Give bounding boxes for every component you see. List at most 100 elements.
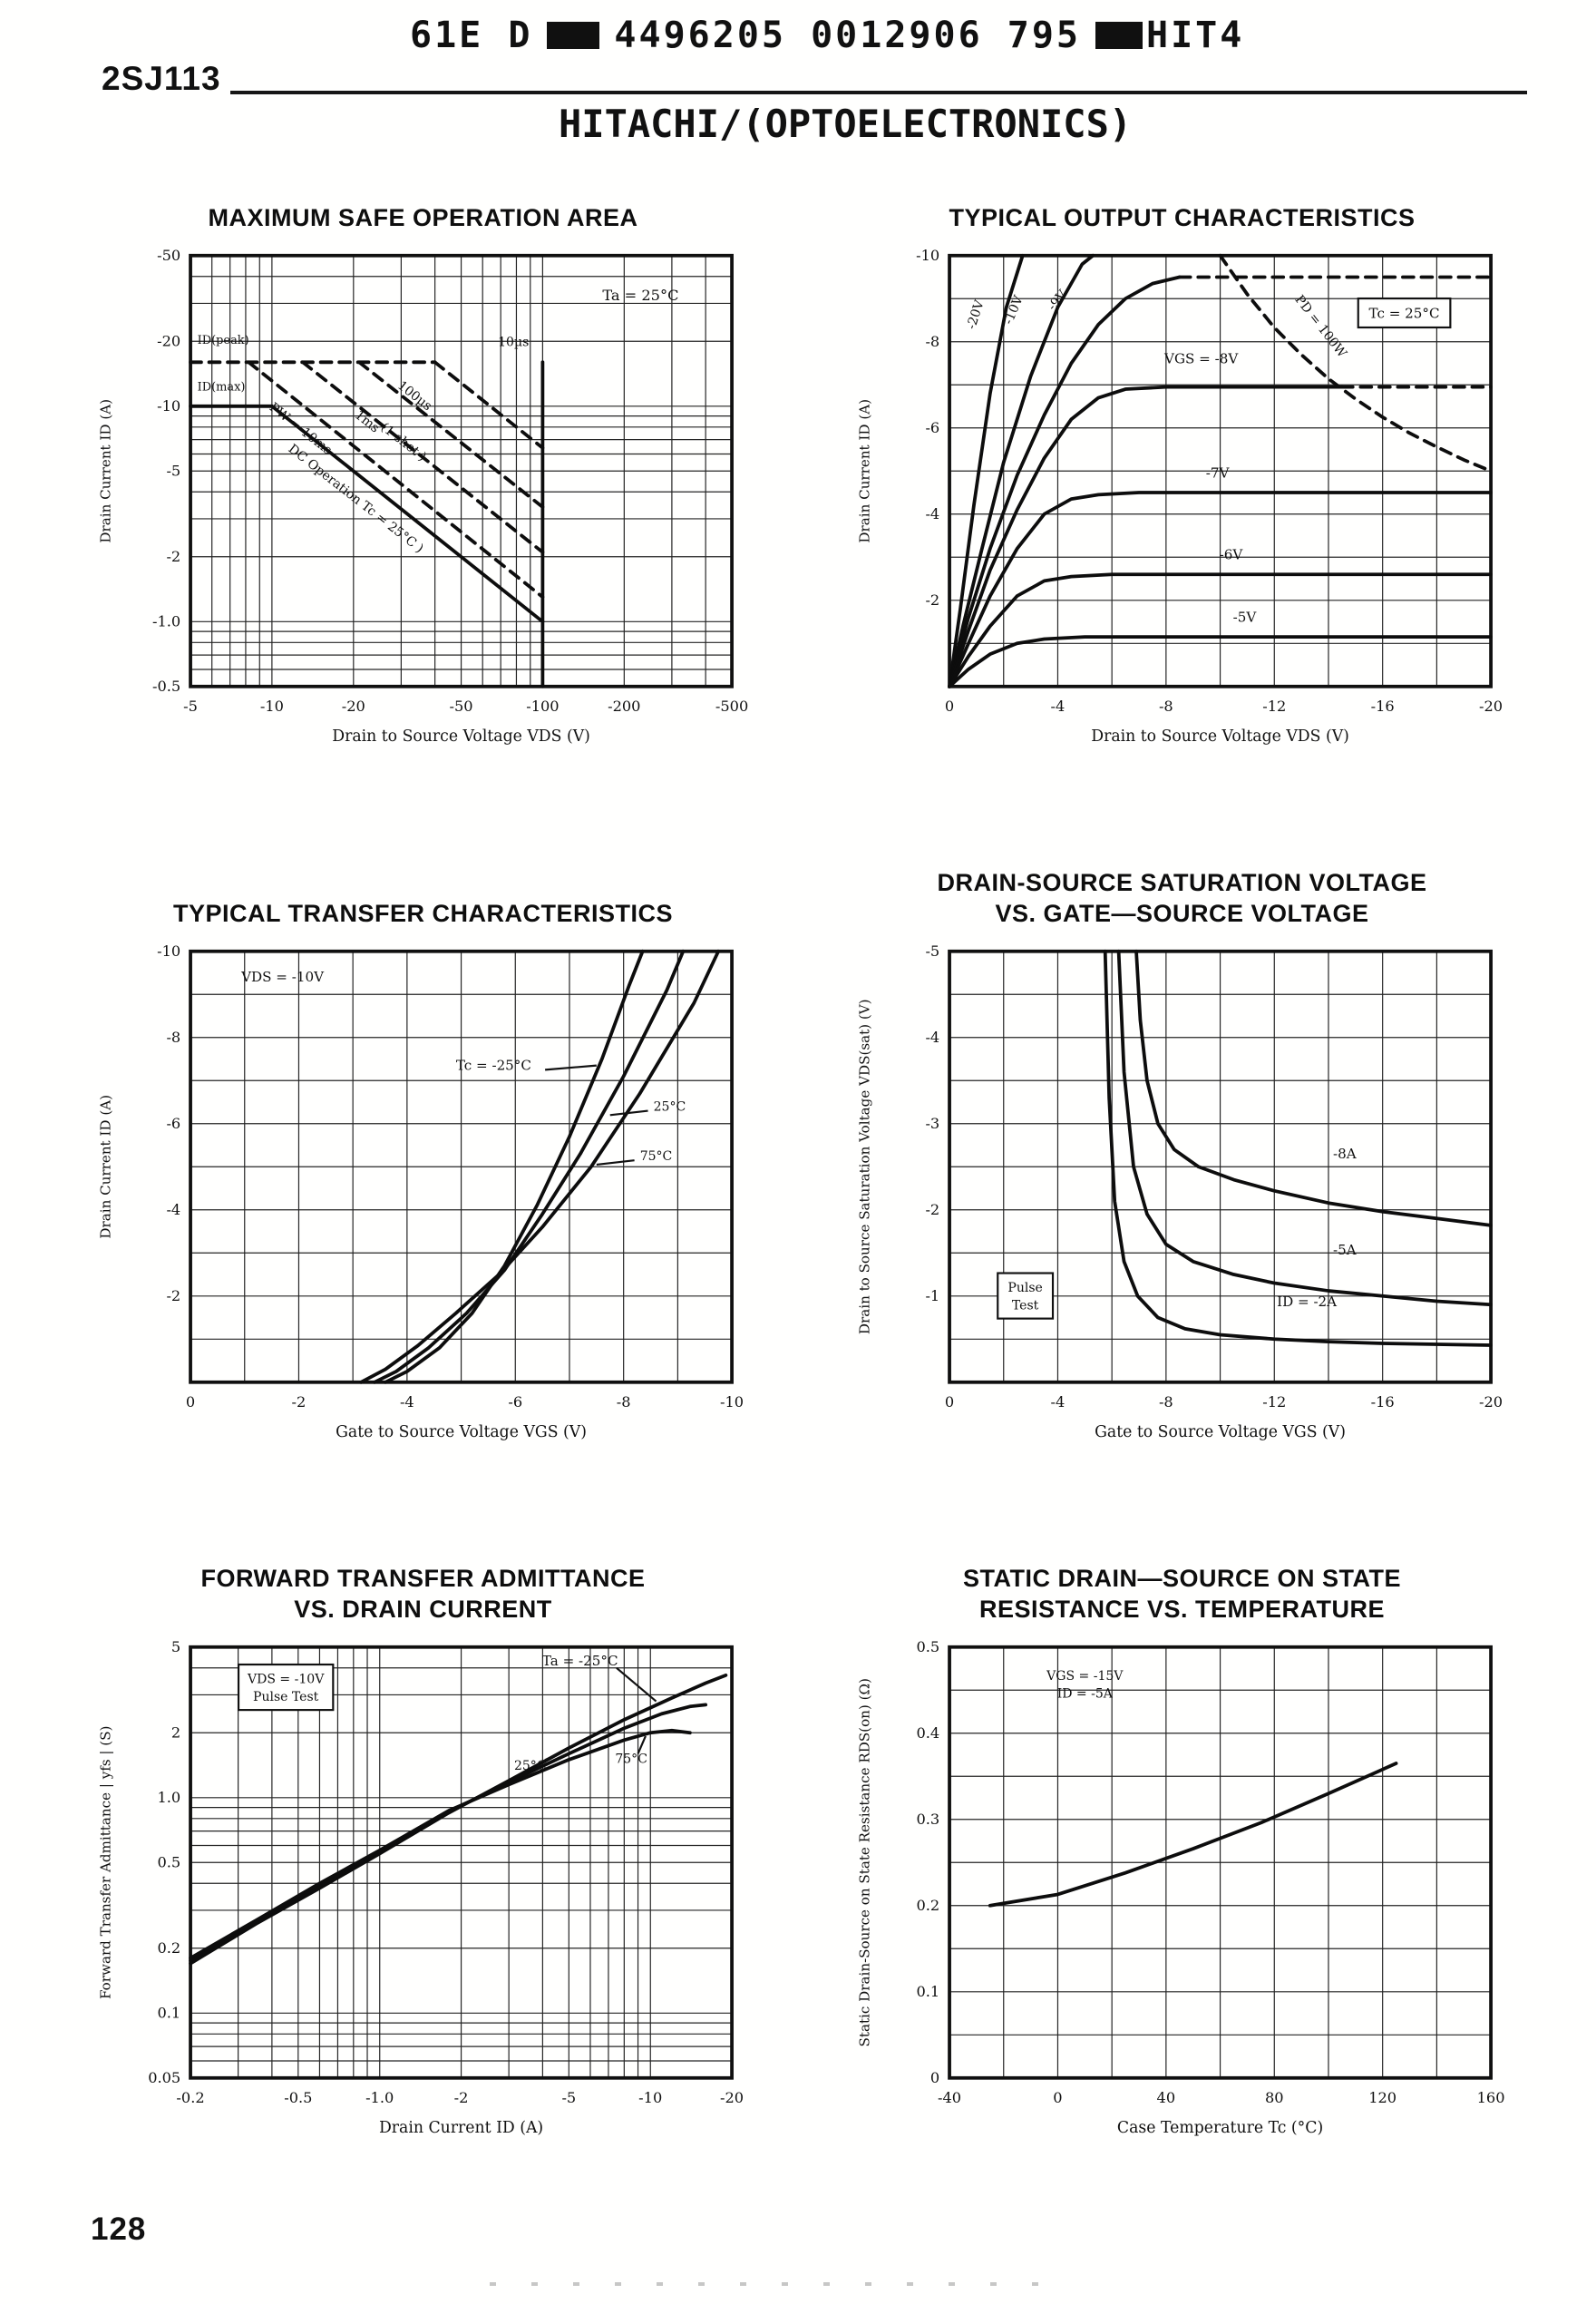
svg-text:-8: -8 (1158, 698, 1173, 715)
series-Tc=75C (358, 949, 720, 1384)
svg-text:-2: -2 (291, 1393, 306, 1411)
plot-frame (188, 253, 734, 688)
y-axis-label: Drain to Source Saturation Voltage VDS(s… (856, 999, 872, 1334)
annotation-leader (637, 1735, 647, 1754)
chart-plot-drain-source-saturation-voltage: 0 -4 -8 -12 -16 -20 -1 -2 -3 -4 -5 Gate to Source V… (856, 942, 1503, 1441)
svg-text:-5: -5 (166, 463, 180, 480)
annotation-text: ID(peak) (197, 334, 248, 347)
svg-text:1.0: 1.0 (157, 1789, 180, 1806)
chart-title: MAXIMUM SAFE OPERATION AREA (208, 161, 637, 232)
chart-title-line: STATIC DRAIN—SOURCE ON STATE (963, 1565, 1401, 1592)
brand-line: HITACHI/(OPTOELECTRONICS) (559, 102, 1133, 146)
svg-text:-12: -12 (1262, 1393, 1286, 1411)
annotation-text: 10µs (498, 336, 529, 350)
annotation-text: DC Operation Tc = 25°C ) (285, 442, 425, 556)
chart-drain-source-saturation-voltage: DRAIN-SOURCE SATURATION VOLTAGE VS. GATE—… (822, 857, 1542, 1459)
annotations: VGS = -15V ID = -5A (1046, 1669, 1124, 1702)
grid (189, 255, 733, 688)
svg-text:-6: -6 (925, 419, 939, 436)
y-tick-labels: 0.05 0.1 0.2 0.5 1.0 2 5 (148, 1638, 180, 2086)
grid (948, 1646, 1492, 2079)
chart-plot-maximum-safe-operation-area: -5 -10 -20 -50 -100 -200 -500 -0.5 -1.0 -2 -5 -10 -2… (97, 247, 748, 746)
part-number: 2SJ113 (102, 60, 221, 97)
annotation-text: 75°C (615, 1752, 647, 1766)
annotations: Pulse Test -8A -5A ID = -2A (996, 1146, 1358, 1320)
svg-text:-0.5: -0.5 (152, 678, 180, 695)
x-tick-labels: 0 -2 -4 -6 -8 -10 (185, 1393, 743, 1411)
page-number: 128 (91, 2211, 147, 2247)
annotation-text: -5V (1232, 610, 1257, 626)
series-VGS=-8V (947, 385, 1344, 688)
plot-frame (947, 1645, 1493, 2080)
svg-text:40: 40 (1156, 2089, 1175, 2106)
series-group (188, 360, 544, 688)
svg-text:-0.5: -0.5 (284, 2089, 312, 2106)
svg-text:-10: -10 (157, 397, 180, 415)
svg-text:-2: -2 (166, 1287, 180, 1304)
annotation-text: -7V (1205, 464, 1230, 481)
series-VGS=-10V (947, 253, 1095, 688)
chart-title-line: FORWARD TRANSFER ADMITTANCE (200, 1565, 646, 1592)
svg-text:160: 160 (1476, 2089, 1504, 2106)
svg-text:-16: -16 (1370, 1393, 1394, 1411)
svg-text:0.3: 0.3 (916, 1811, 939, 1828)
annotation-text: -8A (1333, 1146, 1358, 1162)
svg-text:0: 0 (929, 2069, 939, 2086)
series-Tc=25C (372, 949, 685, 1384)
chart-title: FORWARD TRANSFER ADMITTANCE VS. DRAIN CUR… (201, 1553, 646, 1624)
series-PW-100us (356, 360, 544, 509)
svg-text:-1.0: -1.0 (365, 2089, 394, 2106)
annotation-text: Pulse Test (253, 1690, 319, 1704)
annotations: VDS = -10V Pulse Test Ta = -25°C 25°C 75°C (237, 1653, 657, 1773)
plot-frame (947, 949, 1493, 1384)
annotation-text: -20V (964, 298, 988, 331)
annotation-text: -10V (1001, 293, 1027, 327)
annotation-leader (615, 1666, 657, 1703)
chart-title-line: TYPICAL TRANSFER CHARACTERISTICS (172, 900, 674, 927)
chart-title: TYPICAL OUTPUT CHARACTERISTICS (949, 161, 1415, 232)
annotation-text: 25°C (513, 1759, 546, 1773)
x-tick-labels: -0.2 -0.5 -1.0 -2 -5 -10 -20 (176, 2089, 744, 2106)
chart-title-line: VS. DRAIN CURRENT (294, 1596, 552, 1623)
svg-text:-8: -8 (925, 333, 939, 350)
annotation-leader (544, 1752, 562, 1761)
annotation-text: 1ms (352, 408, 382, 436)
x-tick-labels: 0 -4 -8 -12 -16 -20 (944, 1393, 1502, 1411)
series-VGS=-20V (947, 253, 1025, 688)
code-left: 61E D (410, 15, 533, 56)
series-Ta=75C (188, 1728, 692, 1960)
annotation-text: Ta = 25°C (602, 287, 678, 304)
scan-artifacts (490, 2282, 1070, 2286)
annotations: VDS = -10V Tc = -25°C 25°C 75°C (240, 969, 686, 1166)
svg-text:-8: -8 (166, 1029, 180, 1046)
chart-typical-output-characteristics: TYPICAL OUTPUT CHARACTERISTICS 0 -4 -8 -12 -1… (822, 161, 1542, 763)
y-axis-label: Forward Transfer Admittance | yfs | (S) (97, 1726, 113, 1999)
series-PW-10us (433, 360, 544, 450)
svg-text:-50: -50 (157, 247, 180, 264)
svg-text:-2: -2 (925, 1201, 939, 1218)
svg-text:-4: -4 (1050, 698, 1065, 715)
svg-text:0: 0 (185, 1393, 194, 1411)
svg-text:-3: -3 (925, 1115, 939, 1132)
annotation-text: 25°C (653, 1100, 686, 1115)
svg-text:0.05: 0.05 (148, 2069, 180, 2086)
svg-text:-1.0: -1.0 (152, 613, 180, 630)
svg-text:5: 5 (170, 1638, 180, 1655)
svg-text:0: 0 (944, 1393, 953, 1411)
svg-text:-4: -4 (399, 1393, 414, 1411)
annotation-text: Ta = -25°C (541, 1653, 618, 1669)
annotation-text: ID = -5A (1056, 1687, 1113, 1702)
chart-forward-transfer-admittance: FORWARD TRANSFER ADMITTANCE VS. DRAIN CUR… (63, 1553, 783, 2154)
annotation-text: Test (1011, 1299, 1038, 1313)
chart-title: DRAIN-SOURCE SATURATION VOLTAGE VS. GATE—… (938, 857, 1427, 928)
annotation-text: VDS = -10V (247, 1673, 325, 1687)
x-axis-label: Drain Current ID (A) (378, 2119, 542, 2137)
svg-text:-20: -20 (1479, 1393, 1503, 1411)
plot-frame (188, 1645, 734, 2080)
svg-text:-2: -2 (453, 2089, 468, 2106)
svg-text:-10: -10 (916, 247, 939, 264)
series-VGS=-5V (947, 635, 1493, 688)
y-tick-labels: 0 0.1 0.2 0.3 0.4 0.5 (916, 1638, 939, 2086)
y-axis-label: Drain Current ID (A) (856, 399, 872, 543)
annotation-leader (596, 1159, 635, 1166)
